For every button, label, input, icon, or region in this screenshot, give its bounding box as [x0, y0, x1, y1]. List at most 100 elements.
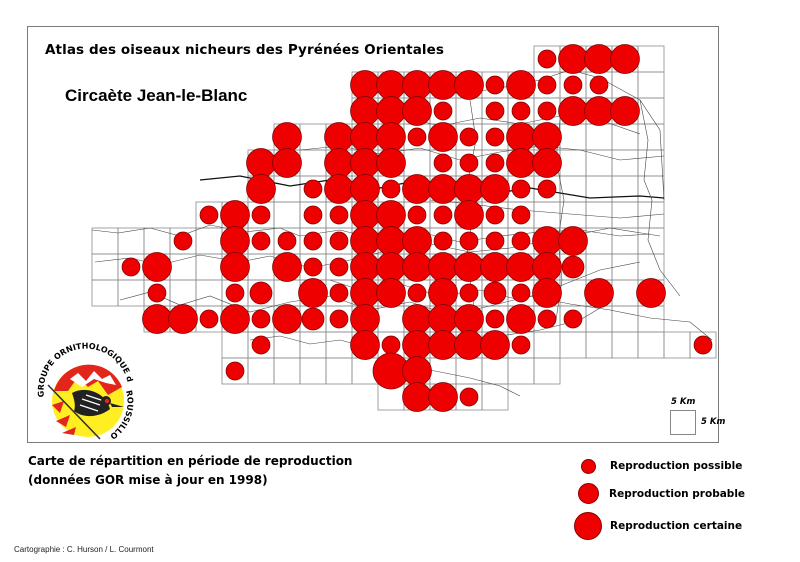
observation-dot: [147, 283, 167, 303]
observation-dot: [428, 278, 458, 308]
grid-cell: [533, 201, 561, 229]
observation-dot: [329, 283, 349, 303]
map-frame: [27, 26, 719, 443]
grid-cell: [481, 383, 509, 411]
observation-dot: [459, 127, 479, 147]
observation-dot: [324, 174, 354, 204]
observation-dot: [563, 309, 583, 329]
observation-dot: [376, 226, 406, 256]
grid-cell: [637, 71, 665, 99]
small-dot-icon: [581, 459, 596, 474]
observation-dot: [142, 304, 172, 334]
observation-dot: [459, 387, 479, 407]
observation-dot: [381, 335, 401, 355]
grid-cell: [195, 279, 223, 307]
observation-dot: [251, 205, 271, 225]
observation-dot: [329, 231, 349, 251]
grid-cell: [299, 357, 327, 385]
observation-dot: [402, 226, 432, 256]
observation-dot: [433, 101, 453, 121]
observation-dots: [121, 44, 713, 412]
observation-dot: [199, 205, 219, 225]
grid-cell: [611, 175, 639, 203]
map-caption: Carte de répartition en période de repro…: [28, 452, 352, 490]
grid-cell: [611, 149, 639, 177]
observation-dot: [277, 231, 297, 251]
observation-dot: [480, 252, 510, 282]
grid-cell: [273, 357, 301, 385]
observation-dot: [249, 281, 273, 305]
observation-dot: [350, 278, 380, 308]
observation-dot: [301, 307, 325, 331]
grid-cell: [273, 331, 301, 359]
observation-dot: [532, 226, 562, 256]
observation-dot: [376, 148, 406, 178]
grid-cell: [689, 331, 717, 359]
observation-dot: [407, 127, 427, 147]
legend-label: Reproduction certaine: [610, 520, 743, 532]
observation-dot: [511, 335, 531, 355]
observation-dot: [272, 148, 302, 178]
observation-dot: [272, 252, 302, 282]
observation-dot: [532, 122, 562, 152]
medium-dot-icon: [578, 483, 599, 504]
observation-dot: [428, 122, 458, 152]
observation-dot: [636, 278, 666, 308]
gor-logo: GROUPE ORNITHOLOGIQUE du ROUSSILLON: [27, 328, 140, 441]
grid-cell: [117, 227, 145, 255]
observation-dot: [381, 179, 401, 199]
observation-dot: [251, 335, 271, 355]
grid-cell: [611, 331, 639, 359]
observation-dot: [225, 361, 245, 381]
observation-dot: [350, 252, 380, 282]
observation-dot: [454, 304, 484, 334]
grid-cell: [585, 123, 613, 151]
observation-dot: [298, 278, 328, 308]
observation-dot: [511, 231, 531, 251]
observation-dot: [402, 70, 432, 100]
observation-dot: [303, 257, 323, 277]
observation-dot: [584, 96, 614, 126]
observation-dot: [511, 101, 531, 121]
observation-dot: [589, 75, 609, 95]
observation-dot: [506, 122, 536, 152]
observation-dot: [220, 252, 250, 282]
observation-dot: [220, 226, 250, 256]
observation-dot: [428, 70, 458, 100]
observation-dot: [251, 231, 271, 251]
caption-line-2: (données GOR mise à jour en 1998): [28, 473, 268, 487]
observation-dot: [511, 179, 531, 199]
legend-label: Reproduction possible: [610, 460, 743, 472]
observation-dot: [454, 252, 484, 282]
observation-dot: [376, 96, 406, 126]
observation-dot: [350, 174, 380, 204]
observation-dot: [220, 200, 250, 230]
observation-dot: [350, 148, 380, 178]
observation-dot: [142, 252, 172, 282]
observation-dot: [428, 330, 458, 360]
observation-dot: [433, 231, 453, 251]
observation-dot: [246, 174, 276, 204]
species-title: Circaète Jean-le-Blanc: [65, 86, 248, 105]
observation-dot: [558, 44, 588, 74]
observation-dot: [376, 70, 406, 100]
observation-dot: [563, 75, 583, 95]
grid-cell: [559, 279, 587, 307]
observation-dot: [537, 49, 557, 69]
observation-dot: [329, 309, 349, 329]
grid-cell: [611, 305, 639, 333]
observation-dot: [220, 304, 250, 334]
observation-dot: [303, 231, 323, 251]
atlas-title: Atlas des oiseaux nicheurs des Pyrénées …: [45, 42, 445, 58]
observation-dot: [433, 205, 453, 225]
observation-dot: [324, 148, 354, 178]
grid-cell: [169, 253, 197, 281]
observation-dot: [511, 283, 531, 303]
observation-dot: [272, 304, 302, 334]
observation-dot: [350, 122, 380, 152]
grid-cell: [637, 45, 665, 73]
observation-dot: [558, 96, 588, 126]
grid-cell: [637, 149, 665, 177]
observation-dot: [506, 70, 536, 100]
